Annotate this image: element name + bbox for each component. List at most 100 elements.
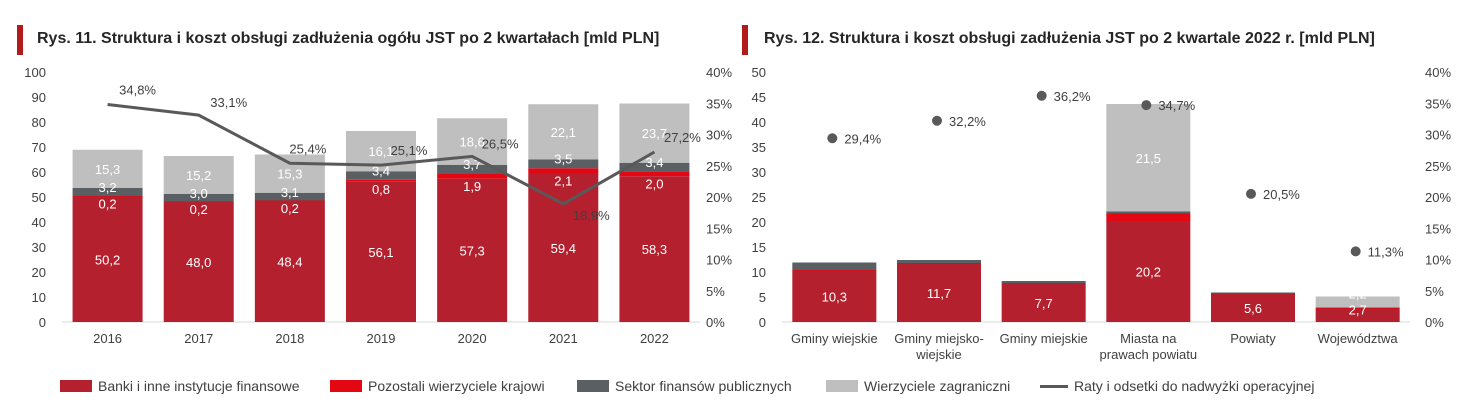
chart1-ratio-line: [107, 103, 656, 206]
legend-label-public-sector: Sektor finansów publicznych: [615, 378, 792, 394]
legend-item-ratio-line: Raty i odsetki do nadwyżki operacyjnej: [1040, 378, 1314, 394]
chart1-label-other-domestic: 1,9: [463, 179, 481, 194]
chart1-y-tick: 60: [32, 165, 46, 180]
chart1-category-label: 2019: [367, 331, 396, 346]
legend: Banki i inne instytucje finansowe Pozost…: [0, 378, 1477, 404]
chart2-y2-tick: 35%: [1425, 96, 1451, 111]
chart1-bar-other-domestic: [254, 200, 325, 201]
chart1-label-foreign: 23,7: [642, 126, 667, 141]
chart2-y2-tick: 0%: [1425, 315, 1444, 330]
chart2-bar-other-domestic: [1315, 308, 1400, 309]
chart2-ratio-point: [1141, 100, 1152, 111]
chart2-bar-banks: [1315, 308, 1400, 322]
chart1-label-other-domestic: 0,2: [99, 197, 117, 212]
chart1-category-label: 2018: [275, 331, 304, 346]
chart1-bar-other-domestic: [437, 174, 508, 179]
chart1-y2-tick: 10%: [706, 253, 732, 268]
chart1-y2-tick: 40%: [706, 65, 732, 80]
chart2-label-banks: 2,7: [1349, 303, 1367, 318]
chart2-y-tick: 5: [759, 290, 766, 305]
chart1-y2-tick: 5%: [706, 284, 725, 299]
chart2-y-tick: 0: [759, 315, 766, 330]
chart2-category-label: Gminy miejskie: [1000, 331, 1088, 346]
chart1-category-label: 2020: [458, 331, 487, 346]
chart1-label-other-domestic: 2,0: [645, 176, 663, 191]
chart2-category-label: Miasta na: [1120, 331, 1177, 346]
legend-item-other-domestic: Pozostali wierzyciele krajowi: [330, 378, 545, 394]
chart2-label-banks: 7,7: [1035, 296, 1053, 311]
chart1-label-foreign: 15,3: [277, 167, 302, 182]
chart2-category-label: Gminy wiejskie: [791, 331, 878, 346]
chart1-label-public-sector: 3,1: [281, 185, 299, 200]
chart1-label-public-sector: 3,7: [463, 157, 481, 172]
chart1-label-public-sector: 3,5: [554, 152, 572, 167]
chart2-bar-public-sector: [1106, 211, 1191, 214]
chart2-bar-public-sector: [1211, 292, 1295, 294]
legend-label-banks: Banki i inne instytucje finansowe: [98, 378, 300, 394]
chart1-label-other-domestic: 0,2: [190, 202, 208, 217]
chart1-bar-public-sector: [619, 162, 690, 172]
chart2-bar-public-sector: [792, 262, 877, 270]
legend-label-other-domestic: Pozostali wierzyciele krajowi: [368, 378, 545, 394]
legend-swatch-foreign: [826, 380, 858, 392]
chart1-y2-tick: 20%: [706, 190, 732, 205]
chart2-label-banks: 11,7: [927, 286, 951, 301]
chart1-label-banks: 48,0: [186, 255, 211, 270]
chart2-y-tick: 10: [752, 265, 766, 280]
chart1-y-tick: 40: [32, 215, 46, 230]
chart1-category-label: 2022: [640, 331, 669, 346]
chart1-y-tick: 50: [32, 190, 46, 205]
chart1-y-tick: 30: [32, 240, 46, 255]
chart2-y2-tick: 30%: [1425, 128, 1451, 143]
chart1-bar-foreign: [72, 149, 143, 188]
chart1-bar-public-sector: [163, 194, 234, 202]
chart2-y-tick: 15: [752, 240, 766, 255]
chart2-label-banks: 10,3: [822, 289, 847, 304]
chart1-bar-banks: [346, 181, 416, 322]
chart2-bar-banks: [792, 270, 877, 322]
chart2-title-accent: [742, 25, 748, 55]
chart2-y2-tick: 25%: [1425, 159, 1451, 174]
chart1-y2-tick: 35%: [706, 96, 732, 111]
legend-label-foreign: Wierzyciele zagraniczni: [864, 378, 1011, 394]
chart1-category-label: 2016: [93, 331, 122, 346]
chart1-bar-banks: [163, 202, 234, 322]
chart2-y2-tick: 40%: [1425, 65, 1451, 80]
chart1-category-label: 2017: [184, 331, 213, 346]
chart1-y2-tick: 15%: [706, 221, 732, 236]
chart2-y-tick: 50: [752, 65, 766, 80]
chart1-y2-tick: 25%: [706, 159, 732, 174]
chart1-y-tick: 10: [32, 290, 46, 305]
chart1-bar-other-domestic: [346, 179, 416, 182]
chart2-y-tick: 20: [752, 215, 766, 230]
chart2-bar-banks: [897, 263, 981, 322]
chart2-bar-public-sector: [1001, 281, 1086, 283]
charts-canvas: 01020304050607080901000%5%10%15%20%25%30…: [24, 65, 1451, 362]
chart2-ratio-label: 34,7%: [1158, 98, 1195, 113]
chart1-bar-public-sector: [72, 188, 143, 196]
chart2-ratio-label: 36,2%: [1054, 89, 1091, 104]
chart2-bar-public-sector: [1315, 307, 1400, 308]
legend-swatch-other-domestic: [330, 380, 362, 392]
legend-item-banks: Banki i inne instytucje finansowe: [60, 378, 300, 394]
chart2-y2-tick: 20%: [1425, 190, 1451, 205]
chart1-ratio-label: 33,1%: [210, 95, 247, 110]
chart1-y-tick: 90: [32, 90, 46, 105]
chart1-ratio-label: 18,9%: [573, 208, 610, 223]
chart2-ratio-point: [932, 115, 942, 126]
chart2-y-tick: 40: [752, 115, 766, 130]
chart2-category-label: prawach powiatu: [1100, 347, 1198, 362]
chart2-y-tick: 25: [752, 190, 766, 205]
legend-label-ratio-line: Raty i odsetki do nadwyżki operacyjnej: [1074, 378, 1315, 394]
chart1-bar-foreign: [163, 156, 234, 194]
chart2-ratio-point: [827, 133, 838, 144]
chart1-title-accent: [17, 25, 23, 55]
chart2-category-label: Województwa: [1318, 331, 1399, 346]
chart1-y2-tick: 30%: [706, 128, 732, 143]
legend-item-public-sector: Sektor finansów publicznych: [577, 378, 792, 394]
chart2-y-tick: 45: [752, 90, 766, 105]
legend-line-ratio: [1040, 384, 1068, 388]
chart2-bar-foreign: [1106, 104, 1191, 212]
chart1-y-tick: 100: [24, 65, 46, 80]
chart2-ratio-point: [1246, 188, 1256, 199]
